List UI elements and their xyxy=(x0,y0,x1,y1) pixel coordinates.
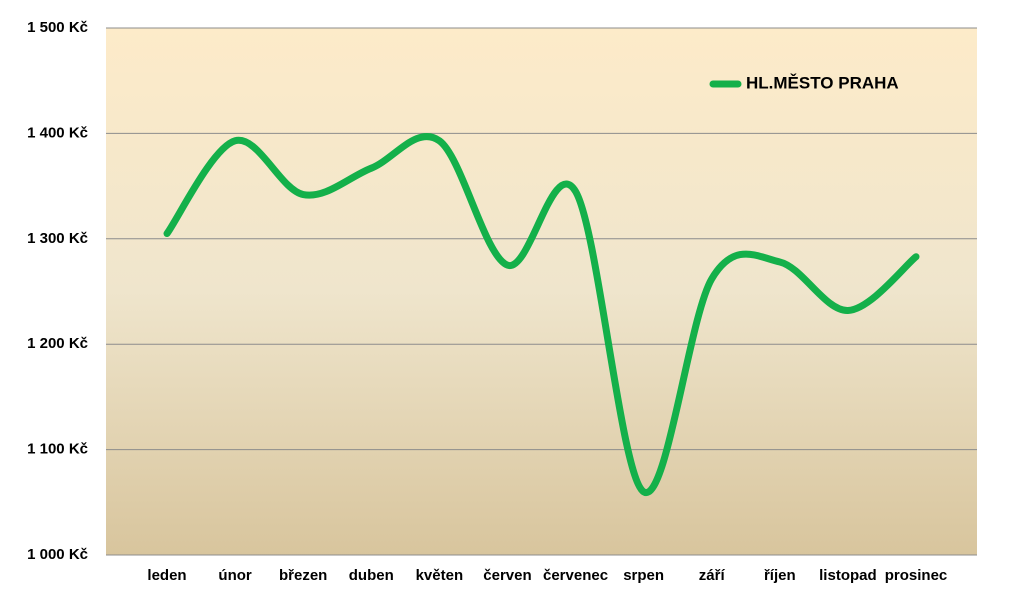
y-tick-label: 1 500 Kč xyxy=(27,19,88,36)
series-line xyxy=(163,133,920,496)
y-tick-label: 1 200 Kč xyxy=(27,335,88,352)
x-tick-label: červenec xyxy=(543,567,608,584)
x-tick-label: duben xyxy=(349,567,394,584)
x-tick-label: září xyxy=(699,567,726,584)
x-tick-label: leden xyxy=(147,567,186,584)
y-tick-label: 1 300 Kč xyxy=(27,230,88,247)
y-tick-label: 1 400 Kč xyxy=(27,124,88,141)
x-tick-label: listopad xyxy=(819,567,877,584)
x-tick-label: srpen xyxy=(623,567,664,584)
y-tick-label: 1 100 Kč xyxy=(27,441,88,458)
x-tick-label: prosinec xyxy=(885,567,948,584)
legend-label: HL.MĚSTO PRAHA xyxy=(746,73,899,92)
x-tick-label: březen xyxy=(279,567,327,584)
x-tick-label: květen xyxy=(416,567,464,584)
x-tick-label: červen xyxy=(483,567,531,584)
y-tick-label: 1 000 Kč xyxy=(27,546,88,563)
plot-area xyxy=(106,28,977,555)
x-tick-label: říjen xyxy=(764,567,796,584)
x-tick-label: únor xyxy=(218,567,251,584)
